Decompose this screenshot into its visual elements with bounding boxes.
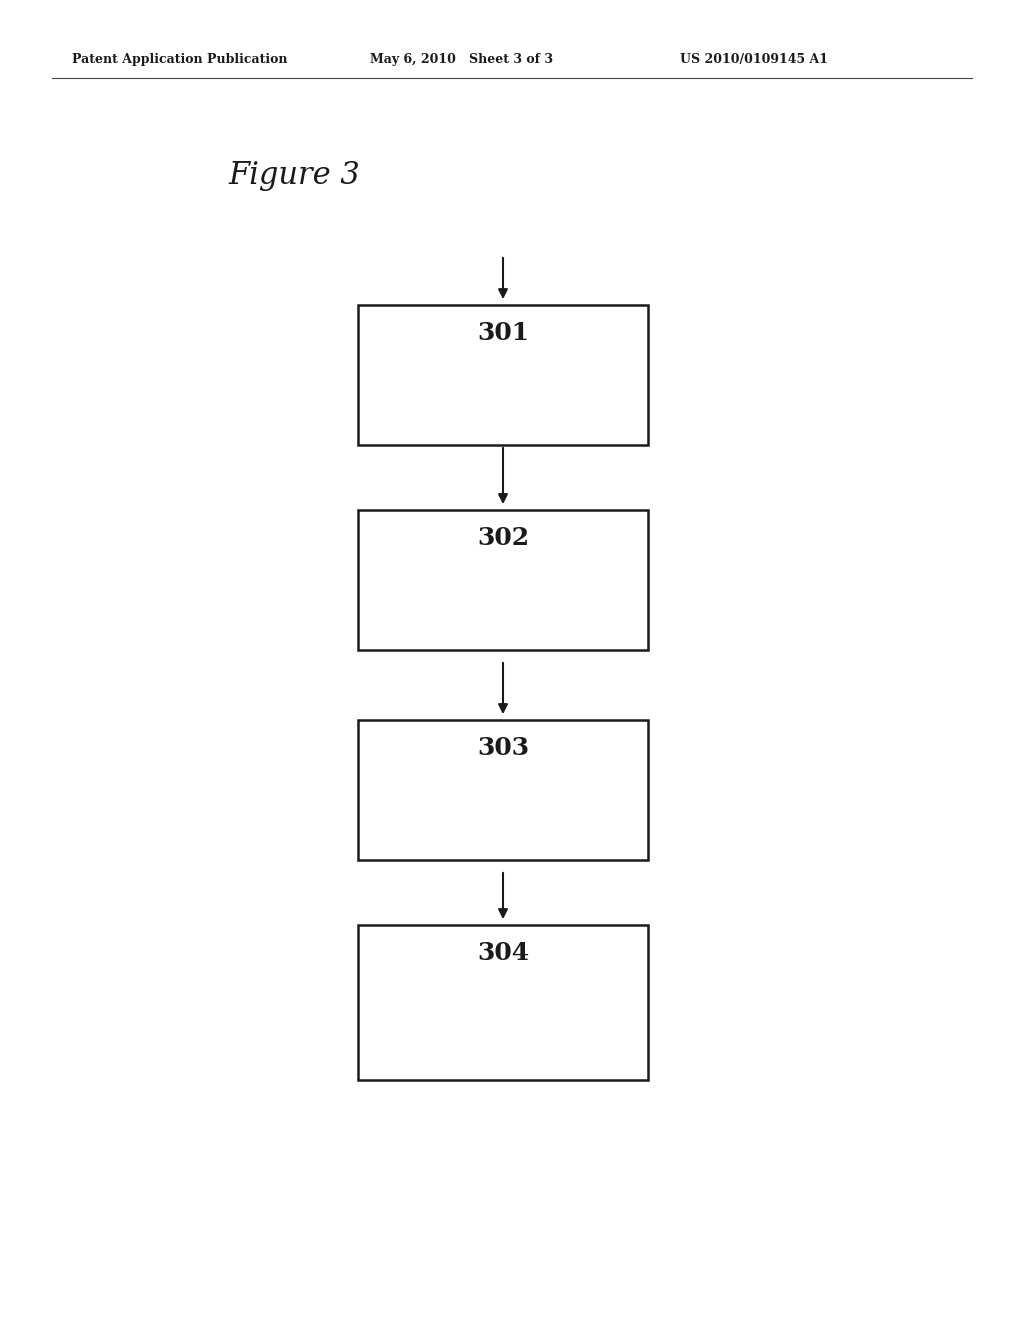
Text: 303: 303 — [477, 737, 529, 760]
Text: 301: 301 — [477, 321, 529, 345]
Bar — [358, 510, 648, 649]
Bar — [358, 305, 648, 445]
Text: 302: 302 — [477, 525, 529, 550]
Text: US 2010/0109145 A1: US 2010/0109145 A1 — [680, 54, 828, 66]
Text: 304: 304 — [477, 941, 529, 965]
Text: Patent Application Publication: Patent Application Publication — [72, 54, 288, 66]
Text: Figure 3: Figure 3 — [228, 160, 359, 191]
Bar — [358, 719, 648, 861]
Text: May 6, 2010   Sheet 3 of 3: May 6, 2010 Sheet 3 of 3 — [370, 54, 553, 66]
Bar — [358, 925, 648, 1080]
